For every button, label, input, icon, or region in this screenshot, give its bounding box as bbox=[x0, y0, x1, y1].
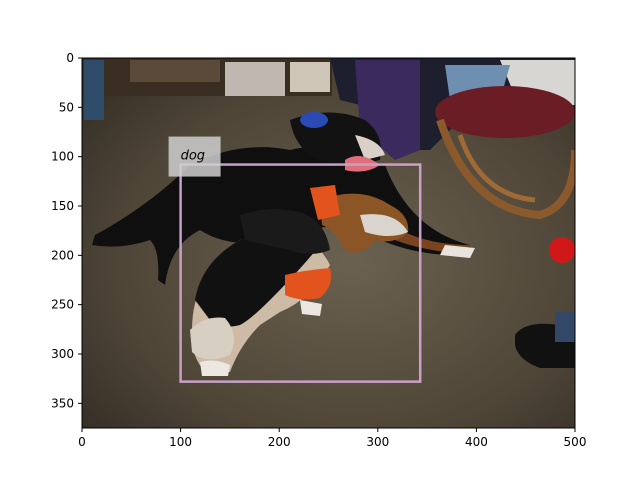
detection-box bbox=[179, 163, 422, 383]
y-axis: 0 50 100 150 200 250 300 350 bbox=[51, 51, 82, 410]
x-tick-label: 100 bbox=[169, 435, 192, 449]
y-tick-label: 350 bbox=[51, 396, 74, 410]
y-tick-label: 200 bbox=[51, 248, 74, 262]
detection-label: dog bbox=[181, 149, 205, 164]
y-tick-label: 0 bbox=[66, 51, 74, 65]
x-tick-label: 500 bbox=[564, 435, 587, 449]
x-axis: 0 100 200 300 400 500 bbox=[78, 428, 586, 449]
y-tick-label: 150 bbox=[51, 199, 74, 213]
axes-frame bbox=[81, 57, 576, 429]
y-tick-label: 250 bbox=[51, 298, 74, 312]
x-tick-label: 200 bbox=[268, 435, 291, 449]
x-tick-label: 0 bbox=[78, 435, 86, 449]
y-tick-label: 100 bbox=[51, 150, 74, 164]
detection-boxes: dog bbox=[168, 136, 422, 383]
photo bbox=[82, 58, 575, 428]
y-tick-label: 300 bbox=[51, 347, 74, 361]
x-tick-label: 400 bbox=[465, 435, 488, 449]
detection-label-bg bbox=[168, 136, 221, 177]
y-tick-label: 50 bbox=[59, 100, 74, 114]
x-tick-label: 300 bbox=[366, 435, 389, 449]
